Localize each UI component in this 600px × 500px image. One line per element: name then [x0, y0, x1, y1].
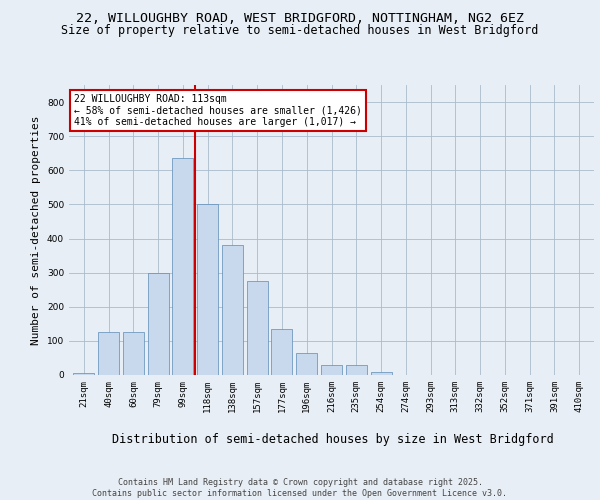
- Text: Contains HM Land Registry data © Crown copyright and database right 2025.
Contai: Contains HM Land Registry data © Crown c…: [92, 478, 508, 498]
- Bar: [123, 332, 144, 375]
- Y-axis label: Number of semi-detached properties: Number of semi-detached properties: [31, 116, 41, 345]
- Bar: [296, 353, 317, 375]
- Bar: [98, 332, 119, 375]
- Bar: [346, 365, 367, 375]
- Text: 22, WILLOUGHBY ROAD, WEST BRIDGFORD, NOTTINGHAM, NG2 6EZ: 22, WILLOUGHBY ROAD, WEST BRIDGFORD, NOT…: [76, 12, 524, 26]
- Text: Size of property relative to semi-detached houses in West Bridgford: Size of property relative to semi-detach…: [61, 24, 539, 37]
- Bar: [222, 246, 243, 375]
- Bar: [271, 329, 292, 375]
- Bar: [148, 272, 169, 375]
- Bar: [197, 204, 218, 375]
- Bar: [371, 372, 392, 375]
- Text: 22 WILLOUGHBY ROAD: 113sqm
← 58% of semi-detached houses are smaller (1,426)
41%: 22 WILLOUGHBY ROAD: 113sqm ← 58% of semi…: [74, 94, 362, 127]
- Bar: [73, 374, 94, 375]
- Text: Distribution of semi-detached houses by size in West Bridgford: Distribution of semi-detached houses by …: [112, 432, 554, 446]
- Bar: [172, 158, 193, 375]
- Bar: [321, 365, 342, 375]
- Bar: [247, 281, 268, 375]
